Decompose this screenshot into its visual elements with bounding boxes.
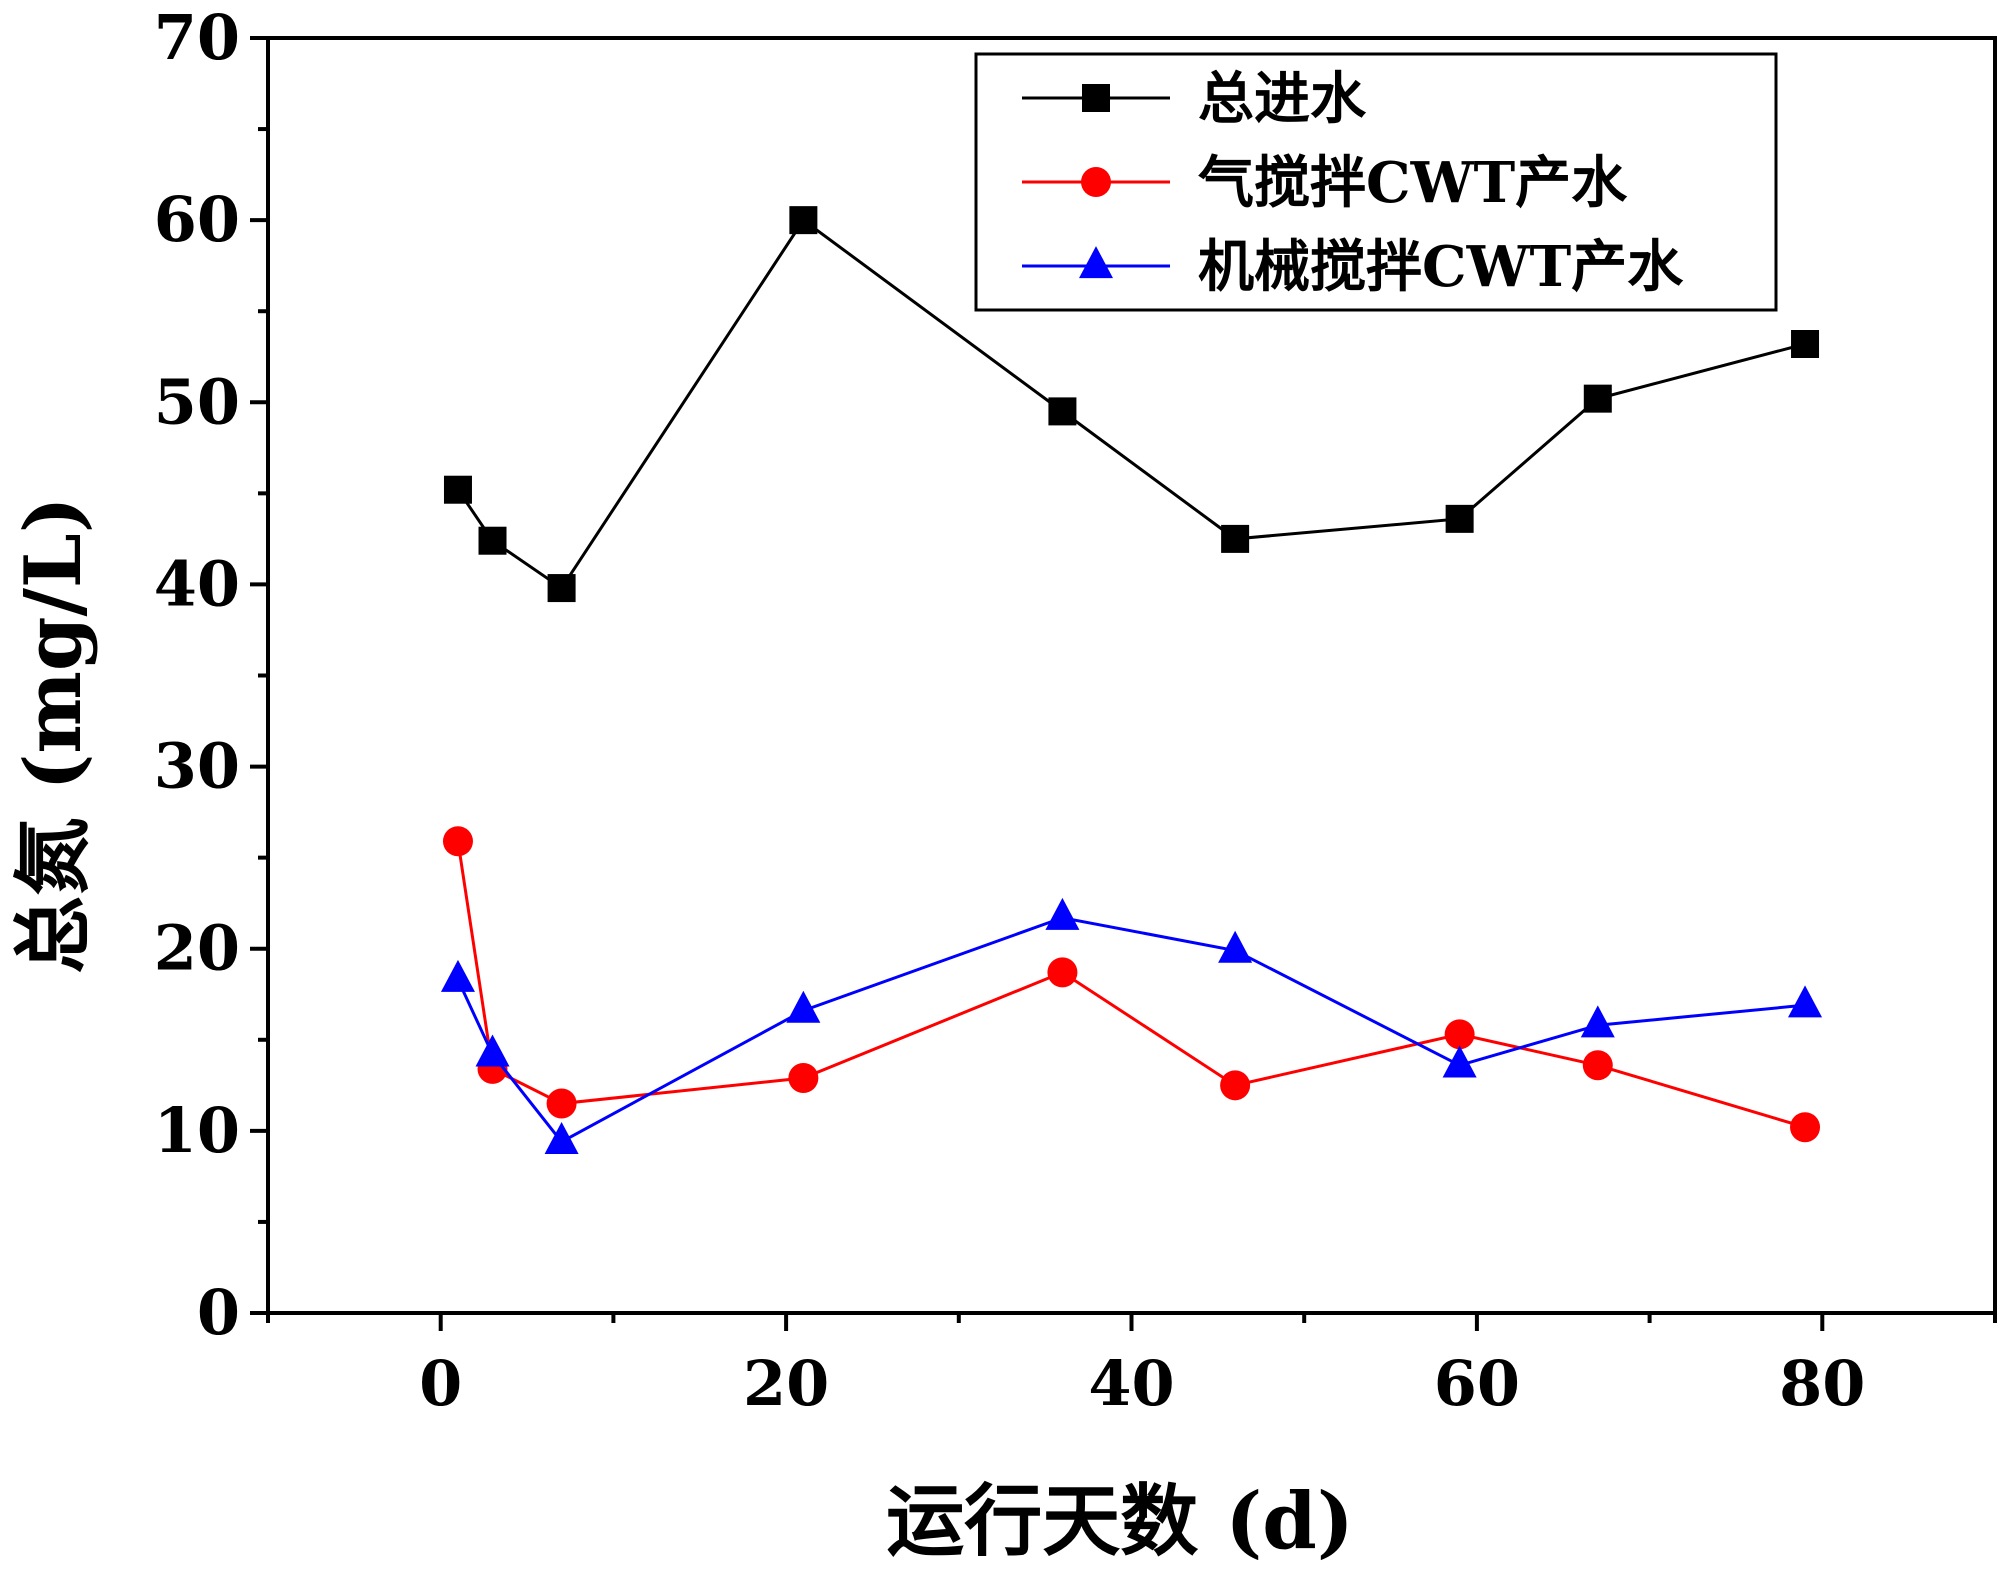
mechanical-stirred-point (440, 959, 475, 992)
influent-point (1048, 397, 1077, 426)
y-tick-label: 20 (154, 912, 240, 985)
legend-marker-air-stirred (1081, 167, 1111, 197)
y-tick-label: 10 (154, 1094, 240, 1167)
x-tick-label: 40 (1088, 1347, 1174, 1420)
air-stirred-point (442, 826, 473, 857)
series-layer (440, 206, 1823, 1154)
mechanical-stirred-point (475, 1034, 510, 1067)
y-tick-label: 60 (154, 183, 240, 256)
air-stirred-point (788, 1063, 819, 1094)
y-axis: 0 10 20 30 40 50 60 70 (154, 1, 268, 1349)
air-stirred-point (546, 1088, 577, 1119)
influent-point (547, 574, 576, 603)
y-tick-label: 70 (154, 1, 240, 74)
mechanical-stirred-point (544, 1121, 579, 1154)
y-tick-label: 30 (154, 730, 240, 803)
mechanical-stirred-point (1580, 1005, 1615, 1038)
mechanical-stirred-point (1442, 1045, 1477, 1078)
mechanical-stirred-point (1045, 897, 1080, 930)
y-tick-label: 50 (154, 365, 240, 438)
x-tick-label: 20 (743, 1347, 829, 1420)
x-tick-label: 0 (419, 1347, 462, 1420)
legend-label-mechanical-stirred: 机械搅拌CWT产水 (1198, 234, 1684, 300)
influent-point (443, 475, 472, 504)
air-stirred-point (1444, 1019, 1475, 1050)
series-air-stirred (442, 826, 1821, 1143)
x-axis-title: 运行天数 (d) (886, 1476, 1354, 1567)
y-axis-title: 总氮 (mg/L) (8, 496, 99, 973)
air-stirred-point (1582, 1050, 1613, 1081)
air-stirred-point (1047, 957, 1078, 988)
influent-point (1583, 384, 1612, 413)
legend-label-air-stirred: 气搅拌CWT产水 (1198, 150, 1628, 216)
x-tick-label: 80 (1779, 1347, 1865, 1420)
y-tick-label: 0 (197, 1276, 240, 1349)
x-tick-label: 60 (1434, 1347, 1520, 1420)
influent-point (1221, 524, 1250, 553)
mechanical-stirred-point (1788, 985, 1823, 1018)
air-stirred-line (456, 841, 1806, 1129)
legend-marker-influent (1082, 84, 1110, 112)
x-axis: 0 20 40 60 80 (266, 1313, 1997, 1420)
y-tick-label: 40 (154, 547, 240, 620)
legend-marker-mechanical-stirred (1079, 246, 1113, 279)
legend-label-influent: 总进水 (1198, 66, 1367, 132)
mechanical-stirred-point (786, 990, 821, 1023)
series-influent (443, 206, 1820, 603)
influent-point (1791, 330, 1820, 358)
mechanical-stirred-point (1218, 930, 1253, 963)
influent-point (1445, 504, 1474, 533)
air-stirred-point (1220, 1070, 1251, 1101)
air-stirred-point (1790, 1112, 1821, 1143)
series-mechanical-stirred (440, 897, 1823, 1154)
influent-point (789, 206, 818, 235)
influent-point (478, 526, 507, 555)
